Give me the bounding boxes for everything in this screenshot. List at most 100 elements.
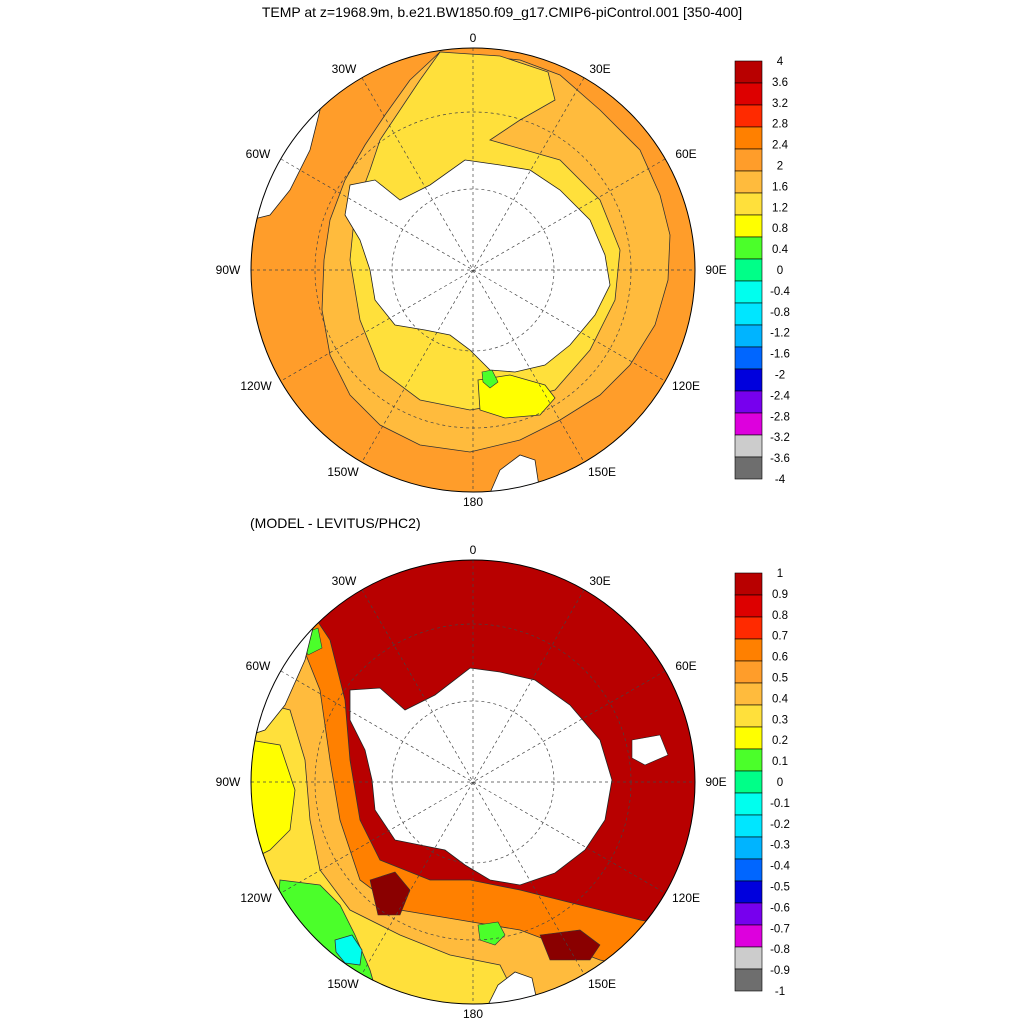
- lon-label: 150E: [588, 465, 616, 479]
- colorbar-swatch: [734, 82, 763, 106]
- panel1-longitude-labels: 0 30E 60E 90E 120E 150E 180 150W 120W 90…: [216, 31, 727, 509]
- colorbar-swatch: [734, 368, 763, 392]
- colorbar-swatch: [734, 858, 763, 882]
- colorbar-swatch: [734, 126, 763, 150]
- colorbar-swatch: [734, 880, 763, 904]
- panel2-dark-east: [539, 929, 601, 961]
- colorbar-tick-label: -2.4: [770, 390, 790, 402]
- lon-label: 60E: [675, 147, 696, 161]
- colorbar-swatch: [734, 572, 763, 596]
- lon-label: 150E: [588, 977, 616, 991]
- colorbar-swatch: [734, 814, 763, 838]
- colorbar-swatch: [734, 60, 763, 84]
- colorbar-tick-label: 2.8: [772, 119, 788, 131]
- colorbar-tick-label: 4: [777, 56, 784, 68]
- lon-label: 180: [463, 495, 483, 509]
- lon-label: 30E: [589, 62, 610, 76]
- colorbar-tick-label: -0.9: [770, 965, 790, 977]
- lon-label: 150W: [327, 977, 359, 991]
- panel1-graticule: [251, 48, 695, 492]
- colorbar-tick-label: -0.8: [770, 307, 790, 319]
- colorbar-tick-label: 2: [777, 161, 783, 173]
- panel2-map-border: [250, 559, 696, 1005]
- panel2-antarctica: [349, 667, 613, 886]
- panel1-ross-sea-pocket: [477, 374, 556, 419]
- panel2-map: [251, 560, 695, 1004]
- colorbar-tick-label: -0.8: [770, 944, 790, 956]
- colorbar-tick-label: -1.6: [770, 349, 790, 361]
- panel1-map: [251, 48, 695, 492]
- colorbar-swatch: [734, 324, 763, 348]
- colorbar-swatch: [734, 660, 763, 684]
- colorbar-swatch: [734, 258, 763, 282]
- lon-label: 120E: [672, 379, 700, 393]
- panel1-land-bottom: [489, 454, 541, 492]
- colorbar-tick-label: 0: [777, 777, 783, 789]
- panel2-dark-south: [369, 871, 411, 916]
- colorbar-tick-label: 0.9: [772, 589, 788, 601]
- colorbar-swatch: [734, 192, 763, 216]
- colorbar-tick-label: 0.8: [772, 223, 788, 235]
- colorbar-tick-label: 0: [777, 265, 783, 277]
- colorbar-tick-label: -3.2: [770, 432, 790, 444]
- colorbar-swatch: [734, 638, 763, 662]
- colorbar-tick-label: 0.4: [772, 244, 789, 256]
- colorbar-tick-label: -0.5: [770, 882, 790, 894]
- panel2-blank-east: [631, 734, 669, 766]
- lon-label: 90W: [216, 775, 241, 789]
- colorbar-swatch: [734, 434, 763, 458]
- colorbar-tick-label: 3.2: [772, 98, 788, 110]
- lon-label: 90W: [216, 263, 241, 277]
- colorbar-tick-label: 0.7: [772, 631, 788, 643]
- lon-label: 60W: [246, 147, 271, 161]
- lon-label: 120W: [240, 379, 272, 393]
- colorbar-tick-label: 0.6: [772, 652, 788, 664]
- colorbar-swatch: [734, 902, 763, 926]
- colorbar-tick-label: -0.2: [770, 819, 790, 831]
- colorbar-tick-label: 0.3: [772, 714, 788, 726]
- colorbar-swatch: [734, 170, 763, 194]
- panel2-yellow-west: [251, 739, 296, 861]
- lon-label: 0: [470, 543, 477, 557]
- colorbar-tick-label: 1.2: [772, 202, 788, 214]
- colorbar-tick-label: -0.6: [770, 902, 790, 914]
- colorbar-swatch: [734, 726, 763, 750]
- colorbar-swatch: [734, 594, 763, 618]
- lon-label: 120W: [240, 891, 272, 905]
- panel1-colorbar: 4 3.6 3.2 2.8 2.4 2 1.6 1.2 0.8 0.4 0 -0.4 -0.8 -1.2 -…: [734, 56, 791, 486]
- panel1-antarctica: [344, 159, 611, 373]
- colorbar-swatch: [734, 792, 763, 816]
- colorbar-tick-label: -0.3: [770, 840, 790, 852]
- panel2-longitude-labels: 0 30E 60E 90E 120E 150E 180 150W 120W 90…: [216, 543, 727, 1021]
- panel2-cyan-anomaly: [334, 934, 363, 966]
- colorbar-tick-label: -0.1: [770, 798, 790, 810]
- colorbar-tick-label: -0.4: [770, 286, 790, 298]
- colorbar-tick-label: 3.6: [772, 77, 788, 89]
- colorbar-swatch: [734, 236, 763, 260]
- colorbar-tick-label: -0.7: [770, 923, 790, 935]
- colorbar-tick-label: -3.6: [770, 453, 790, 465]
- panel2-title: (MODEL - LEVITUS/PHC2): [250, 515, 421, 531]
- panel2-light-orange: [251, 639, 695, 1004]
- colorbar-swatch: [734, 682, 763, 706]
- colorbar-swatch: [734, 748, 763, 772]
- colorbar-swatch: [734, 924, 763, 948]
- lon-label: 180: [463, 1007, 483, 1021]
- panel2-land-bottom: [487, 971, 539, 1004]
- colorbar-tick-label: 0.5: [772, 673, 788, 685]
- lon-label: 0: [470, 31, 477, 45]
- colorbar-tick-label: 1: [777, 568, 783, 580]
- lon-label: 60W: [246, 659, 271, 673]
- colorbar-tick-label: -0.4: [770, 861, 790, 873]
- colorbar-tick-label: 0.8: [772, 610, 788, 622]
- colorbar-swatch: [734, 390, 763, 414]
- colorbar-tick-label: 1.6: [772, 181, 788, 193]
- colorbar-swatch: [734, 836, 763, 860]
- panel1-title: TEMP at z=1968.9m, b.e21.BW1850.f09_g17.…: [262, 4, 742, 20]
- lon-label: 120E: [672, 891, 700, 905]
- lon-label: 30W: [332, 574, 357, 588]
- lon-label: 60E: [675, 659, 696, 673]
- colorbar-tick-label: 0.1: [772, 756, 788, 768]
- colorbar-tick-label: -2.8: [770, 411, 790, 423]
